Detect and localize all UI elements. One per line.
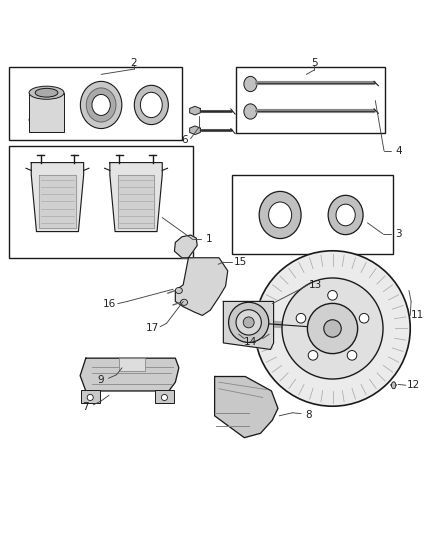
- Text: 6: 6: [181, 135, 187, 145]
- Ellipse shape: [336, 204, 355, 226]
- Text: 8: 8: [305, 410, 312, 420]
- Bar: [81, 390, 100, 403]
- Polygon shape: [190, 107, 200, 115]
- Ellipse shape: [35, 88, 58, 97]
- Text: 2: 2: [131, 58, 137, 68]
- Text: 3: 3: [396, 229, 402, 239]
- Ellipse shape: [87, 394, 93, 400]
- Ellipse shape: [134, 85, 168, 125]
- Polygon shape: [174, 235, 197, 258]
- Text: 16: 16: [102, 298, 116, 309]
- Polygon shape: [175, 258, 228, 316]
- Ellipse shape: [328, 290, 337, 300]
- Ellipse shape: [324, 320, 341, 337]
- Ellipse shape: [347, 351, 357, 360]
- Bar: [237, 67, 385, 133]
- Ellipse shape: [229, 302, 269, 343]
- Text: 4: 4: [396, 146, 402, 156]
- Polygon shape: [110, 163, 162, 231]
- Bar: [10, 147, 193, 258]
- Polygon shape: [31, 163, 84, 231]
- Ellipse shape: [244, 104, 257, 119]
- Ellipse shape: [268, 202, 292, 228]
- Ellipse shape: [141, 92, 162, 118]
- Polygon shape: [39, 175, 76, 228]
- Ellipse shape: [81, 82, 122, 128]
- Ellipse shape: [92, 94, 110, 116]
- Bar: [29, 93, 64, 132]
- Polygon shape: [223, 302, 274, 350]
- Ellipse shape: [392, 382, 396, 389]
- Bar: [155, 390, 174, 403]
- Ellipse shape: [161, 394, 167, 400]
- Polygon shape: [118, 175, 154, 228]
- Text: 7: 7: [82, 402, 89, 412]
- Ellipse shape: [282, 278, 383, 379]
- Bar: [232, 175, 393, 254]
- Ellipse shape: [175, 287, 182, 294]
- Ellipse shape: [308, 351, 318, 360]
- Ellipse shape: [29, 86, 64, 99]
- Text: 9: 9: [97, 375, 103, 385]
- Ellipse shape: [307, 303, 357, 353]
- Text: 1: 1: [206, 235, 213, 245]
- Ellipse shape: [180, 299, 187, 305]
- Text: 13: 13: [308, 280, 321, 290]
- Ellipse shape: [359, 313, 369, 323]
- Ellipse shape: [296, 313, 306, 323]
- Bar: [10, 67, 182, 140]
- Ellipse shape: [244, 76, 257, 92]
- Text: 11: 11: [411, 310, 424, 320]
- Ellipse shape: [328, 195, 363, 235]
- Polygon shape: [80, 358, 179, 391]
- Text: 5: 5: [311, 58, 318, 68]
- Ellipse shape: [29, 113, 64, 126]
- Text: 15: 15: [233, 257, 247, 267]
- Ellipse shape: [86, 88, 116, 122]
- Ellipse shape: [255, 251, 410, 406]
- Polygon shape: [190, 126, 200, 134]
- Text: 12: 12: [406, 380, 420, 390]
- Ellipse shape: [236, 310, 261, 335]
- Text: 17: 17: [146, 324, 159, 334]
- Bar: [119, 358, 145, 372]
- Polygon shape: [215, 376, 278, 438]
- Text: 14: 14: [244, 337, 257, 346]
- Ellipse shape: [243, 317, 254, 328]
- Ellipse shape: [259, 191, 301, 239]
